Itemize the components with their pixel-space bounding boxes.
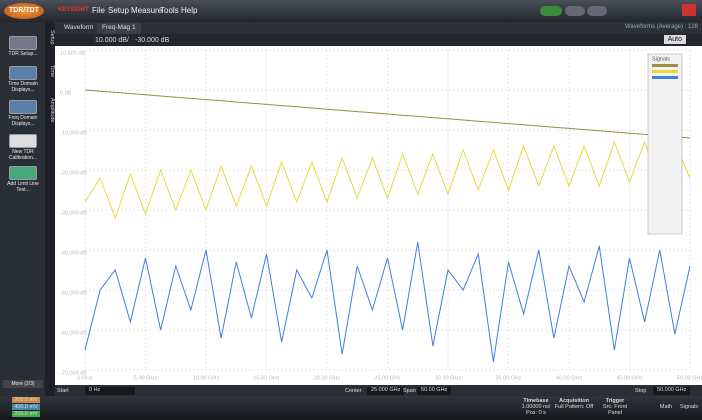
plot-bg: [55, 46, 702, 385]
value[interactable]: 50.00 GHz: [417, 387, 452, 395]
value: 1.00000 ns/: [521, 404, 551, 410]
panel-button[interactable]: TDR Setup...: [3, 36, 43, 57]
autoscale-button[interactable]: Auto: [663, 35, 686, 44]
plot: 10.000 dB 0 dB -10.000 dB -20.000 dB -30.000…: [55, 46, 702, 385]
menu-item[interactable]: File: [92, 6, 105, 15]
trace: [84, 89, 691, 139]
x-tick-label: 25.00 GHz: [374, 375, 401, 381]
freq-bar: Start 0 Hz Center 25.000 GHz Span 50.00 …: [55, 385, 702, 396]
panel-button[interactable]: New TDR Calibration...: [3, 134, 43, 161]
menu-item[interactable]: Tools: [160, 6, 179, 15]
side-tabs: [45, 22, 55, 396]
legend-swatch: [652, 76, 678, 79]
label: Center: [345, 388, 362, 394]
label: TDR Setup...: [8, 51, 38, 57]
math-button[interactable]: Math: [659, 404, 673, 410]
acquisition[interactable]: Acquisition Full Pattern: Off: [554, 398, 594, 410]
y-tick-label: -30.000 dB: [60, 210, 87, 216]
close-button[interactable]: [682, 4, 696, 16]
trace: [84, 140, 691, 220]
toolbar: 10.000 dB/ -30.000 dB Auto: [55, 34, 702, 46]
signals-button[interactable]: Signals: [679, 404, 699, 410]
x-tick-label: 45.00 GHz: [616, 375, 643, 381]
y-tick-label: 10.000 dB: [60, 50, 85, 56]
label: Start: [57, 388, 69, 394]
trace: [84, 241, 691, 363]
app-logo[interactable]: TDR/TDT: [4, 3, 44, 19]
legend-swatch: [652, 70, 678, 73]
menu-item[interactable]: Help: [181, 6, 198, 15]
side-tab[interactable]: Amplitude: [49, 98, 55, 123]
side-tab[interactable]: Time: [49, 65, 55, 78]
title-bar: TDR/TDT KEYSIGHT File Setup Measure Tool…: [0, 0, 702, 22]
left-panel: TDR Setup... Time Domain Displays... Fre…: [0, 22, 45, 396]
panel-button[interactable]: Time Domain Displays...: [3, 66, 43, 93]
legend-box: [647, 53, 683, 235]
run-button[interactable]: [540, 6, 562, 16]
y-tick-label: -70.000 dB: [60, 370, 87, 376]
y-tick-label: 0 dB: [60, 90, 72, 96]
value[interactable]: 0 Hz: [85, 387, 135, 395]
label: Trigger: [605, 398, 625, 404]
more-button[interactable]: More (2/3): [3, 380, 43, 388]
x-tick-label: 0 GHz: [77, 375, 93, 381]
value: Src: Front Panel: [602, 404, 628, 416]
x-tick-label: 40.00 GHz: [556, 375, 583, 381]
x-tick-label: 10.00 GHz: [193, 375, 220, 381]
menu-item[interactable]: Measure: [131, 6, 163, 15]
brand: KEYSIGHT: [58, 7, 89, 13]
x-tick-label: 5.00 GHz: [134, 375, 157, 381]
legend-title: Signals: [652, 56, 670, 62]
label: Stop: [635, 388, 647, 394]
x-tick-label: 50.00 GHz: [677, 375, 702, 381]
value[interactable]: 50.000 GHz: [653, 387, 691, 395]
acq-status: Waveforms (Average) : 128: [624, 24, 698, 30]
status-bar: 200.0 mV 400.0 mV 200.0 mV Timebase 1.000…: [0, 396, 702, 420]
timebase[interactable]: Timebase 1.00000 ns/Pos: 0 s: [520, 398, 552, 416]
tab[interactable]: Waveform: [64, 24, 94, 31]
value: Pos: 0 s: [526, 410, 546, 416]
value: Full Pattern: Off: [554, 404, 594, 410]
y-tick-label: -20.000 dB: [60, 170, 87, 176]
x-tick-label: 30.00 GHz: [435, 375, 462, 381]
x-tick-label: 15.00 GHz: [253, 375, 280, 381]
panel-button[interactable]: Add Limit Line Test...: [3, 166, 43, 193]
label: Time Domain Displays...: [8, 81, 38, 93]
channel[interactable]: 200.0 mV: [12, 411, 40, 417]
side-tab[interactable]: Setup: [49, 30, 55, 45]
label: New TDR Calibration...: [8, 149, 38, 161]
label: Timebase: [523, 398, 549, 404]
scale: 10.000 dB/: [95, 37, 129, 44]
label: Freq Domain Displays...: [8, 115, 38, 127]
label: Add Limit Line Test...: [7, 181, 39, 193]
panel-button[interactable]: Freq Domain Displays...: [3, 100, 43, 127]
label: Acquisition: [559, 398, 589, 404]
stop-button[interactable]: [565, 6, 585, 16]
tab-bar: Waveform Freq-Mag 1 Waveforms (Average) …: [55, 22, 702, 34]
x-tick-label: 20.00 GHz: [314, 375, 341, 381]
y-tick-label: -10.000 dB: [60, 130, 87, 136]
x-tick-label: 35.00 GHz: [495, 375, 522, 381]
y-tick-label: -50.000 dB: [60, 290, 87, 296]
y-tick-label: -40.000 dB: [60, 250, 87, 256]
clear-button[interactable]: [587, 6, 607, 16]
legend-swatch: [652, 64, 678, 67]
y-tick-label: -60.000 dB: [60, 330, 87, 336]
legend: Signals: [647, 53, 683, 235]
trigger[interactable]: Trigger Src: Front Panel: [596, 398, 634, 416]
label: Span: [403, 388, 416, 394]
channel[interactable]: 200.0 mV: [12, 397, 40, 403]
offset: -30.000 dB: [135, 37, 170, 44]
channel[interactable]: 400.0 mV: [12, 404, 40, 410]
menu-item[interactable]: Setup: [108, 6, 129, 15]
value[interactable]: 25.000 GHz: [367, 387, 405, 395]
tab[interactable]: Freq-Mag 1: [97, 23, 141, 34]
